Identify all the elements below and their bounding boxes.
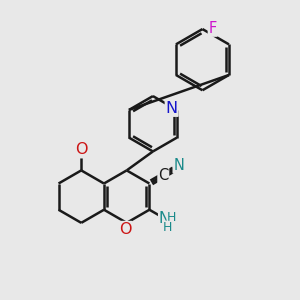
Text: O: O bbox=[76, 142, 88, 158]
Text: H: H bbox=[167, 212, 176, 224]
Text: C: C bbox=[158, 168, 168, 183]
Text: H: H bbox=[163, 221, 172, 234]
Text: F: F bbox=[208, 21, 217, 36]
Text: N: N bbox=[159, 211, 170, 226]
Text: N: N bbox=[166, 101, 178, 116]
Text: N: N bbox=[173, 158, 184, 173]
Text: O: O bbox=[119, 222, 131, 237]
